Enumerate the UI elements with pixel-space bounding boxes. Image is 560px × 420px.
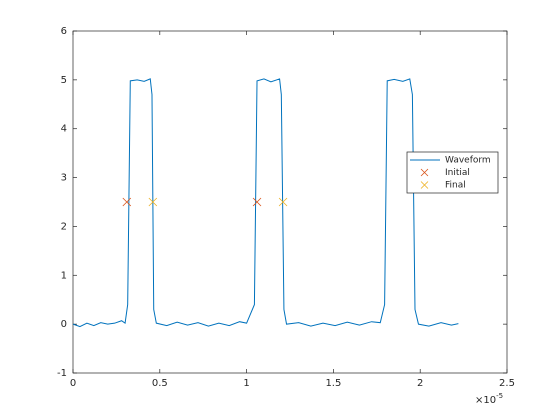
x-scale-label: ×10-5	[475, 392, 503, 406]
y-tick-label: 5	[61, 75, 67, 86]
x-tick-label: 2	[417, 378, 423, 389]
x-tick-label: 0	[70, 378, 76, 389]
legend-label: Initial	[445, 168, 470, 178]
waveform-line	[72, 78, 459, 328]
y-tick-label: 4	[61, 124, 67, 135]
x-tick-label: 2.5	[499, 378, 515, 389]
x-scale-exponent: -5	[496, 392, 503, 400]
y-tick-label: 0	[61, 319, 67, 330]
y-tick-label: 1	[61, 270, 67, 281]
marker	[122, 197, 132, 207]
x-tick-label: 0.5	[152, 378, 168, 389]
marker	[252, 197, 262, 207]
x-tick-label: 1.5	[325, 378, 341, 389]
y-tick-label: 3	[61, 173, 67, 184]
y-tick-label: -1	[57, 368, 67, 379]
x-scale-base: ×10	[475, 395, 496, 406]
y-tick-label: 2	[61, 221, 67, 232]
legend-swatch	[420, 181, 429, 189]
marker	[148, 197, 158, 207]
marker	[278, 197, 288, 207]
legend	[406, 151, 499, 194]
legend-label: Waveform	[445, 156, 491, 166]
plot-area	[72, 30, 508, 374]
x-tick-label: 1	[243, 378, 249, 389]
y-tick-label: 6	[61, 26, 67, 37]
legend-swatch	[420, 168, 429, 177]
legend-label: Final	[445, 181, 466, 191]
